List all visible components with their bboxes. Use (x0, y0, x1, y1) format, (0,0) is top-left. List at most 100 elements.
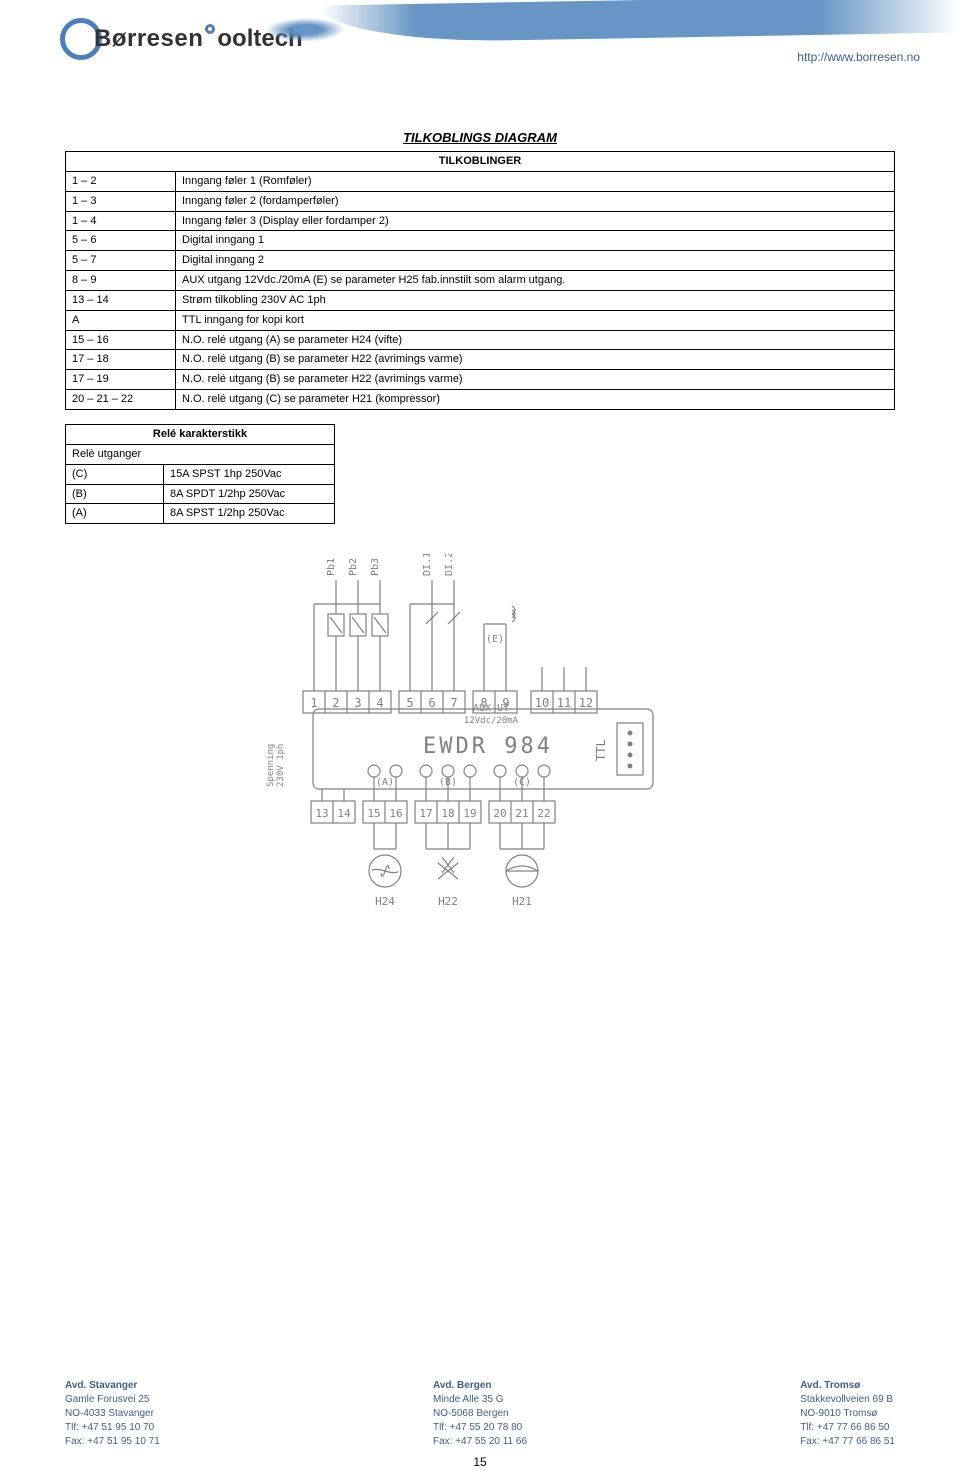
relay-table: Relé karakterstikk Relè utganger (C) 15A… (65, 424, 335, 524)
conn-pins: 5 – 7 (66, 251, 176, 271)
relay-subhead: Relè utganger (66, 444, 335, 464)
table-row: 15 – 16N.O. relé utgang (A) se parameter… (66, 330, 895, 350)
conn-pins: 1 – 3 (66, 191, 176, 211)
relay-val: 15A SPST 1hp 250Vac (164, 464, 335, 484)
svg-text:16: 16 (389, 807, 402, 820)
svg-text:DI.2: DI.2 (444, 554, 455, 576)
svg-text:19: 19 (463, 807, 476, 820)
table-row: ATTL inngang for kopi kort (66, 310, 895, 330)
svg-text:3: 3 (354, 696, 361, 710)
relay-key: (B) (66, 484, 164, 504)
conn-desc: Strøm tilkobling 230V AC 1ph (176, 290, 895, 310)
logo-text-first: Børresen (94, 25, 203, 53)
table-row: 17 – 19N.O. relé utgang (B) se parameter… (66, 370, 895, 390)
svg-text:1: 1 (310, 696, 317, 710)
page-header: Børresen ooltech http://www.borresen.no (0, 0, 960, 120)
svg-text:18: 18 (441, 807, 454, 820)
svg-text:11: 11 (556, 696, 570, 710)
svg-text:Pb3: Pb3 (370, 558, 381, 576)
conn-desc: Digital inngang 1 (176, 231, 895, 251)
table-row: (C) 15A SPST 1hp 250Vac (66, 464, 335, 484)
conn-desc: N.O. relé utgang (B) se parameter H22 (a… (176, 350, 895, 370)
footer-line: Gamle Forusvei 25 (65, 1393, 160, 1407)
svg-text:Pb1: Pb1 (326, 558, 337, 576)
conn-header: TILKOBLINGER (66, 152, 895, 172)
conn-pins: 5 – 6 (66, 231, 176, 251)
footer-line: NO-9010 Tromsø (800, 1407, 895, 1421)
table-row: 5 – 6Digital inngang 1 (66, 231, 895, 251)
svg-text:(E): (E) (485, 634, 503, 645)
conn-desc: N.O. relé utgang (A) se parameter H24 (v… (176, 330, 895, 350)
footer-line: Fax: +47 77 66 86 51 (800, 1435, 895, 1449)
conn-pins: 17 – 18 (66, 350, 176, 370)
footer-col-bergen: Avd. Bergen Minde Alle 35 G NO-5068 Berg… (433, 1379, 527, 1449)
svg-text:DI.1: DI.1 (422, 554, 433, 576)
svg-text:7: 7 (450, 696, 457, 710)
svg-text:17: 17 (419, 807, 432, 820)
footer-line: NO-4033 Stavanger (65, 1407, 160, 1421)
svg-text:14: 14 (337, 807, 351, 820)
footer-head: Avd. Bergen (433, 1379, 527, 1393)
conn-desc: Inngang føler 1 (Romføler) (176, 171, 895, 191)
table-row: 20 – 21 – 22N.O. relé utgang (C) se para… (66, 390, 895, 410)
footer-line: Fax: +47 55 20 11 66 (433, 1435, 527, 1449)
svg-text:20: 20 (493, 807, 506, 820)
conn-desc: Inngang føler 3 (Display eller fordamper… (176, 211, 895, 231)
table-row: 1 – 2Inngang føler 1 (Romføler) (66, 171, 895, 191)
svg-text:230V 1ph: 230V 1ph (276, 744, 286, 787)
conn-desc: N.O. relé utgang (B) se parameter H22 (a… (176, 370, 895, 390)
svg-text:13: 13 (315, 807, 328, 820)
svg-text:12: 12 (578, 696, 592, 710)
conn-pins: 1 – 4 (66, 211, 176, 231)
conn-desc: AUX utgang 12Vdc./20mA (E) se parameter … (176, 271, 895, 291)
svg-text:9: 9 (502, 696, 509, 710)
svg-text:12Vdc/20mA: 12Vdc/20mA (463, 716, 518, 726)
footer-line: Fax: +47 51 95 10 71 (65, 1435, 160, 1449)
footer-col-tromso: Avd. Tromsø Stakkevollveien 69 B NO-9010… (800, 1379, 895, 1449)
footer-head: Avd. Stavanger (65, 1379, 160, 1393)
footer-line: Tlf: +47 77 66 86 50 (800, 1421, 895, 1435)
svg-text:4: 4 (376, 696, 383, 710)
svg-text:2: 2 (332, 696, 339, 710)
svg-text:Pb2: Pb2 (348, 558, 359, 576)
header-url[interactable]: http://www.borresen.no (797, 50, 920, 64)
relay-key: (C) (66, 464, 164, 484)
conn-desc: Inngang føler 2 (fordamperføler) (176, 191, 895, 211)
svg-text:H22: H22 (438, 895, 458, 908)
footer-line: Stakkevollveien 69 B (800, 1393, 895, 1407)
conn-desc: N.O. relé utgang (C) se parameter H21 (k… (176, 390, 895, 410)
table-row: 1 – 4Inngang føler 3 (Display eller ford… (66, 211, 895, 231)
connections-table: TILKOBLINGER 1 – 2Inngang føler 1 (Romfø… (65, 151, 895, 410)
conn-pins: 1 – 2 (66, 171, 176, 191)
svg-text:10: 10 (534, 696, 548, 710)
svg-text:H21: H21 (512, 895, 532, 908)
footer-col-stavanger: Avd. Stavanger Gamle Forusvei 25 NO-4033… (65, 1379, 160, 1449)
svg-text:(A): (A) (375, 777, 393, 788)
table-row: 1 – 3Inngang føler 2 (fordamperføler) (66, 191, 895, 211)
footer-line: NO-5068 Bergen (433, 1407, 527, 1421)
table-row: 13 – 14Strøm tilkobling 230V AC 1ph (66, 290, 895, 310)
svg-text:15: 15 (367, 807, 380, 820)
svg-text:5: 5 (406, 696, 413, 710)
footer-line: Tlf: +47 51 95 10 70 (65, 1421, 160, 1435)
relay-header: Relé karakterstikk (66, 424, 335, 444)
relay-val: 8A SPST 1/2hp 250Vac (164, 504, 335, 524)
conn-pins: 20 – 21 – 22 (66, 390, 176, 410)
conn-desc: Digital inngang 2 (176, 251, 895, 271)
footer-line: Minde Alle 35 G (433, 1393, 527, 1407)
conn-pins: 8 – 9 (66, 271, 176, 291)
svg-text:EWDR 984: EWDR 984 (423, 734, 553, 759)
footer-head: Avd. Tromsø (800, 1379, 895, 1393)
conn-desc: TTL inngang for kopi kort (176, 310, 895, 330)
page-number: 15 (0, 1455, 960, 1469)
footer-line: Tlf: +47 55 20 78 80 (433, 1421, 527, 1435)
svg-text:H24: H24 (375, 895, 395, 908)
conn-pins: 13 – 14 (66, 290, 176, 310)
conn-pins: A (66, 310, 176, 330)
page-title: TILKOBLINGS DIAGRAM (65, 130, 895, 145)
svg-text:TTL: TTL (594, 740, 608, 762)
table-row: (B) 8A SPDT 1/2hp 250Vac (66, 484, 335, 504)
conn-pins: 17 – 19 (66, 370, 176, 390)
table-row: (A) 8A SPST 1/2hp 250Vac (66, 504, 335, 524)
svg-text:Spenning: Spenning (266, 744, 276, 787)
